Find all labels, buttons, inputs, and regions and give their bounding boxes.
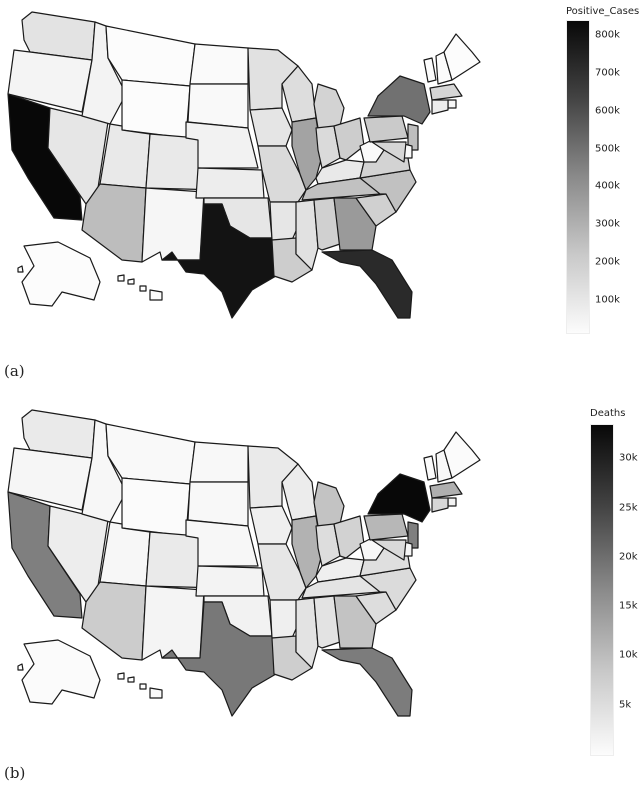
island-shape [127,676,135,683]
state-az [81,183,147,263]
state-al [313,197,341,251]
state-ia [249,107,293,147]
legend-title: Deaths [590,408,626,419]
legend-tick-label: 15k [619,600,638,612]
state-tx [161,601,277,717]
state-ks [195,565,265,597]
state-fl [321,249,413,319]
state-ct [431,497,449,513]
state-ia [249,505,293,545]
state-mo [257,145,307,203]
state-vt [423,57,437,83]
state-md [371,141,407,163]
legend-tick-label: 300k [595,218,620,230]
state-vt [423,455,437,481]
state-ak [21,639,101,705]
legend-tick-label: 25k [619,502,638,514]
state-in [315,523,341,567]
island-shape [139,285,147,292]
state-ma [429,481,463,499]
state-tx [161,203,277,319]
legend-tick-label: 5k [619,699,632,711]
state-ks [195,167,265,199]
map-panel-positive-cases: Positive_Cases 800k 700k 600k 500k 400k 300k 2… [0,0,640,392]
island-shape [17,663,24,671]
island-shape [127,278,135,285]
state-nd [189,441,249,483]
island-shape [117,274,125,282]
state-oh [333,515,365,559]
state-me [443,431,481,479]
legend-title: Positive_Cases [566,6,640,17]
island-shape [139,683,147,690]
legend-tick-label: 400k [595,180,620,192]
legend-color-bar [590,424,614,756]
state-mi [313,83,345,129]
panel-label: (b) [4,764,26,782]
state-nm [141,585,205,661]
state-ma [429,83,463,101]
state-ct [431,99,449,115]
state-ga [333,595,377,649]
state-ut [99,123,151,189]
state-nj [407,123,419,151]
us-choropleth-map [7,11,481,319]
state-mt [105,25,196,87]
state-ny [367,75,431,125]
state-me [443,33,481,81]
island-shape [117,672,125,680]
island-shape [17,265,24,273]
state-ut [99,521,151,587]
legend-tick-label: 800k [595,29,620,41]
state-hi [149,289,163,301]
legend-tick-label: 600k [595,105,620,117]
state-wy [121,79,191,139]
legend-tick-label: 20k [619,551,638,563]
panel-label: (a) [4,362,25,380]
state-sd [187,481,249,527]
legend-tick-label: 10k [619,649,638,661]
state-nm [141,187,205,263]
legend-tick-label: 30k [619,452,638,464]
legend-color-bar [566,20,590,334]
state-pa [363,115,409,143]
state-mi [313,481,345,527]
state-in [315,125,341,169]
legend-tick-label: 200k [595,256,620,268]
state-sd [187,83,249,129]
state-mo [257,543,307,601]
state-pa [363,513,409,541]
us-choropleth-map [7,409,481,717]
state-ri [447,497,457,507]
state-md [371,539,407,561]
legend-tick-label: 500k [595,143,620,155]
legend-tick-label: 100k [595,294,620,306]
state-nj [407,521,419,549]
state-oh [333,117,365,161]
state-ga [333,197,377,251]
state-al [313,595,341,649]
state-wy [121,477,191,537]
state-ri [447,99,457,109]
state-nd [189,43,249,85]
state-az [81,581,147,661]
state-ak [21,241,101,307]
state-ny [367,473,431,523]
state-hi [149,687,163,699]
state-fl [321,647,413,717]
state-mt [105,423,196,485]
legend-tick-label: 700k [595,67,620,79]
map-panel-deaths: Deaths 30k 25k 20k 15k 10k 5k (b) [0,398,640,792]
